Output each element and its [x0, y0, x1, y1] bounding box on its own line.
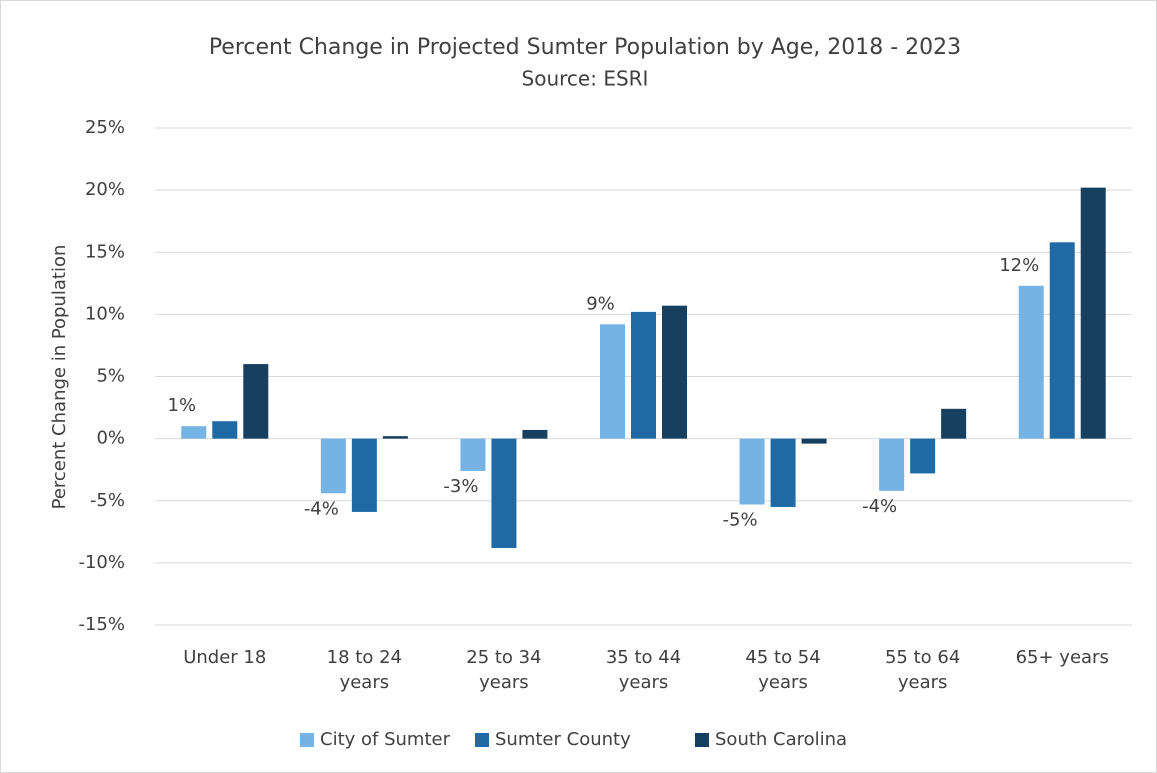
bar	[801, 438, 827, 444]
chart-subtitle: Source: ESRI	[522, 67, 649, 91]
data-label: 12%	[999, 255, 1039, 276]
x-tick-label: 25 to 34 years	[466, 647, 542, 693]
bar	[320, 438, 346, 494]
bar	[631, 311, 656, 439]
bar	[879, 438, 905, 491]
bar	[212, 421, 238, 439]
legend-label: South Carolina	[715, 729, 847, 750]
y-tick-label: 5%	[96, 366, 125, 387]
y-axis-label: Percent Change in Population	[49, 245, 70, 510]
x-tick-label: 18 to 24 years	[326, 647, 402, 693]
bar	[1049, 242, 1075, 439]
data-label: -4%	[304, 498, 339, 519]
y-tick-label: -10%	[78, 552, 125, 573]
data-label: -5%	[723, 509, 758, 530]
y-tick-label: -15%	[78, 614, 125, 635]
bar	[600, 324, 625, 439]
data-label: 9%	[586, 293, 615, 314]
chart-title: Percent Change in Projected Sumter Popul…	[209, 35, 961, 60]
bar	[382, 436, 408, 439]
legend-label: City of Sumter	[320, 729, 451, 750]
data-label: 1%	[168, 395, 197, 416]
bar	[770, 438, 796, 507]
bar	[491, 438, 517, 548]
x-tick-label: Under 18	[183, 647, 267, 668]
legend-swatch	[475, 733, 489, 747]
y-tick-label: 10%	[85, 303, 125, 324]
x-tick-label: 55 to 64 years	[884, 647, 961, 693]
bar	[910, 438, 936, 474]
bar	[662, 305, 687, 439]
x-tick-label: 35 to 44 years	[605, 647, 682, 693]
bar	[739, 438, 765, 505]
bar	[243, 364, 269, 439]
bar	[460, 438, 486, 471]
y-tick-label: 15%	[85, 241, 125, 262]
x-tick-label: 65+ years	[1015, 647, 1109, 668]
legend-swatch	[695, 733, 709, 747]
bar	[941, 408, 967, 439]
bar	[522, 429, 548, 439]
bar	[181, 426, 207, 439]
legend-swatch	[300, 733, 314, 747]
bar	[351, 438, 377, 512]
y-tick-label: -5%	[90, 490, 125, 511]
bar	[1018, 285, 1044, 439]
data-label: -4%	[862, 496, 897, 517]
y-tick-label: 20%	[85, 179, 125, 200]
legend-label: Sumter County	[495, 729, 631, 750]
x-tick-label: 45 to 54 years	[745, 647, 821, 693]
y-tick-label: 0%	[96, 428, 125, 449]
bar	[1080, 187, 1106, 439]
data-label: -3%	[443, 476, 478, 497]
y-tick-label: 25%	[85, 117, 125, 138]
